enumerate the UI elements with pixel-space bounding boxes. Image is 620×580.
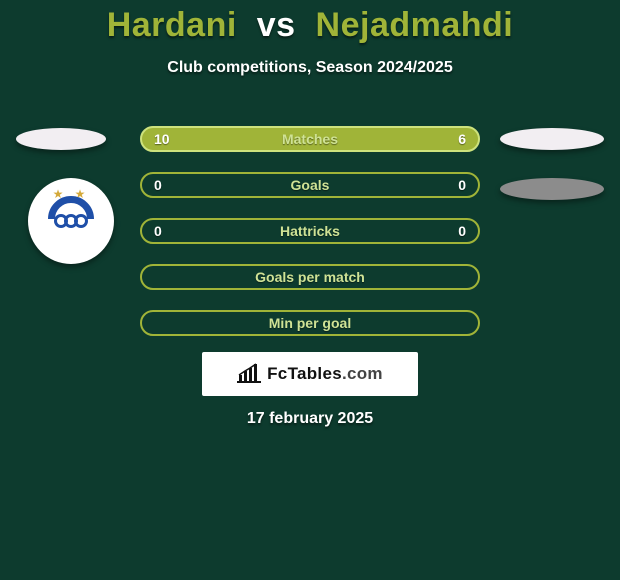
player1-flag-placeholder — [16, 128, 106, 150]
logo-main: FcTables — [267, 364, 342, 383]
vs-label: vs — [257, 6, 296, 44]
stat-row: 10Matches6 — [140, 126, 480, 152]
player2-flag-placeholder — [500, 128, 604, 150]
stat-right-value: 0 — [422, 223, 466, 239]
player2-club-placeholder — [500, 178, 604, 200]
stat-row: Min per goal — [140, 310, 480, 336]
logo-text: FcTables.com — [267, 364, 383, 384]
page-title: Hardani vs Nejadmahdi — [0, 0, 620, 45]
stat-label: Hattricks — [198, 223, 422, 239]
stat-label: Matches — [198, 131, 422, 147]
player1-club-badge: ★ ★ — [28, 178, 114, 264]
stat-left-value: 0 — [154, 223, 198, 239]
player1-name: Hardani — [107, 6, 237, 44]
fctables-logo: FcTables.com — [202, 352, 418, 396]
stats-table: 10Matches60Goals00Hattricks0Goals per ma… — [140, 126, 480, 356]
stat-row: 0Hattricks0 — [140, 218, 480, 244]
stat-left-value: 10 — [154, 131, 198, 147]
subtitle: Club competitions, Season 2024/2025 — [0, 59, 620, 77]
player2-name: Nejadmahdi — [316, 6, 514, 44]
stat-row: Goals per match — [140, 264, 480, 290]
club-rings — [48, 203, 94, 235]
stat-right-value: 0 — [422, 177, 466, 193]
comparison-card: Hardani vs Nejadmahdi Club competitions,… — [0, 0, 620, 580]
stat-label: Goals per match — [198, 269, 422, 285]
barchart-icon — [237, 363, 261, 385]
stat-right-value: 6 — [422, 131, 466, 147]
snapshot-date: 17 february 2025 — [0, 410, 620, 428]
stat-row: 0Goals0 — [140, 172, 480, 198]
stat-label: Goals — [198, 177, 422, 193]
stat-label: Min per goal — [198, 315, 422, 331]
logo-suffix: .com — [342, 364, 383, 383]
stat-left-value: 0 — [154, 177, 198, 193]
